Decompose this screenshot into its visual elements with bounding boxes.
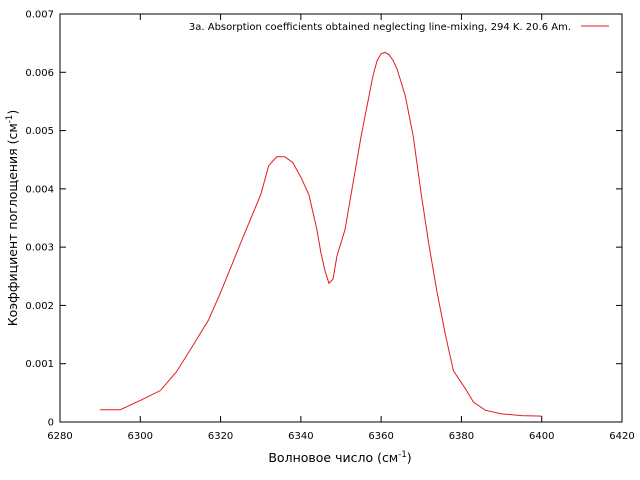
x-tick-label: 6340 <box>288 431 313 442</box>
plot-frame <box>59 13 623 423</box>
x-tick-label: 6400 <box>529 431 554 442</box>
y-tick-label: 0.007 <box>25 10 54 21</box>
x-tick-label: 6380 <box>449 431 474 442</box>
y-axis-label-close: ) <box>5 110 20 115</box>
x-tick-label: 6280 <box>47 431 72 442</box>
y-axis-label: Коэффициент поглощения (см-1) <box>5 110 20 326</box>
y-tick-label: 0.005 <box>25 126 54 137</box>
x-tick-label: 6300 <box>128 431 153 442</box>
y-tick-label: 0 <box>48 418 54 429</box>
x-tick-label: 6360 <box>368 431 393 442</box>
y-tick-label: 0.002 <box>25 301 54 312</box>
y-tick-label: 0.001 <box>25 359 54 370</box>
legend-label: 3a. Absorption coefficients obtained neg… <box>189 22 571 33</box>
x-axis-label-close: ) <box>407 450 412 465</box>
x-axis-label: Волновое число (см-1) <box>268 450 411 465</box>
y-tick-label: 0.006 <box>25 68 54 79</box>
x-tick-label: 6320 <box>208 431 233 442</box>
y-tick-labels: 0 0.001 0.002 0.003 0.004 0.005 0.006 0.007 <box>25 10 54 429</box>
y-axis-label-superscript: -1 <box>5 115 15 123</box>
x-axis-label-superscript: -1 <box>398 450 406 460</box>
axis-ticks <box>59 13 623 423</box>
y-tick-label: 0.003 <box>25 243 54 254</box>
y-tick-label: 0.004 <box>25 184 54 195</box>
series-line-absorption <box>100 51 542 417</box>
x-tick-labels: 6280 6300 6320 6340 6360 6380 6400 6420 <box>47 431 634 442</box>
x-tick-label: 6420 <box>609 431 634 442</box>
legend: 3a. Absorption coefficients obtained neg… <box>189 22 609 33</box>
